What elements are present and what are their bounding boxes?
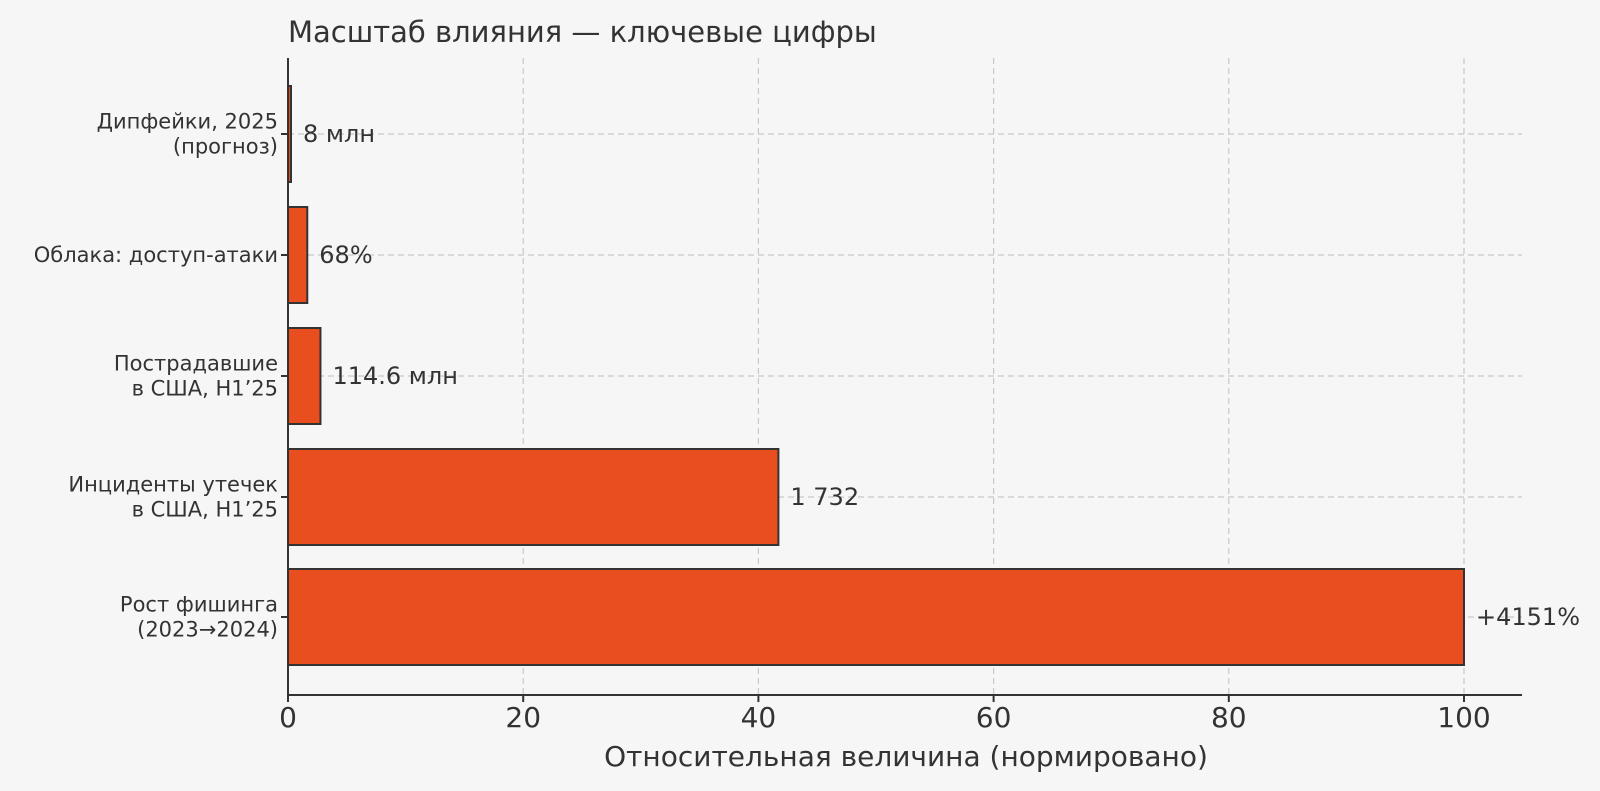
category-label: Дипфейки, 2025 (прогноз) (97, 110, 278, 159)
bar (287, 448, 780, 546)
bars-layer (287, 85, 1465, 666)
labels-layer: 8 млн 68% 114.6 млн 1 732 +4151% 0 20 40 60 80 100… (34, 110, 1580, 735)
category-label-line: Пострадавшие (114, 352, 278, 376)
x-tick-label: 60 (976, 701, 1012, 734)
bar-data-label: 68% (319, 241, 372, 269)
category-label: Облака: доступ-атаки (34, 243, 278, 267)
bar-data-label: 8 млн (303, 120, 375, 148)
category-label: Рост фишинга (2023→2024) (120, 593, 278, 642)
bar (287, 206, 309, 304)
x-tick-label: 20 (505, 701, 541, 734)
chart-title: Масштаб влияния — ключевые цифры (288, 15, 877, 49)
category-label-line: (прогноз) (173, 135, 278, 159)
category-label: Пострадавшие в США, H1’25 (114, 352, 278, 401)
category-label-line: Облака: доступ-атаки (34, 243, 278, 267)
bar-data-label: +4151% (1476, 603, 1580, 631)
category-label-line: в США, H1’25 (132, 377, 278, 401)
category-label: Инциденты утечек в США, H1’25 (68, 473, 278, 522)
category-label-line: Дипфейки, 2025 (97, 110, 278, 134)
category-label-line: Инциденты утечек (68, 473, 278, 497)
x-tick-label: 100 (1437, 701, 1490, 734)
category-label-line: (2023→2024) (137, 618, 278, 642)
axes-layer (281, 58, 1522, 702)
category-label-line: в США, H1’25 (132, 498, 278, 522)
x-tick-label: 40 (741, 701, 777, 734)
x-tick-label: 80 (1211, 701, 1247, 734)
bar (287, 327, 322, 425)
bar (287, 568, 1465, 666)
bar-data-label: 1 732 (790, 483, 859, 511)
category-label-line: Рост фишинга (120, 593, 278, 617)
x-axis-label: Относительная величина (нормировано) (604, 740, 1208, 773)
x-tick-label: 0 (279, 701, 297, 734)
bar-data-label: 114.6 млн (332, 362, 457, 390)
